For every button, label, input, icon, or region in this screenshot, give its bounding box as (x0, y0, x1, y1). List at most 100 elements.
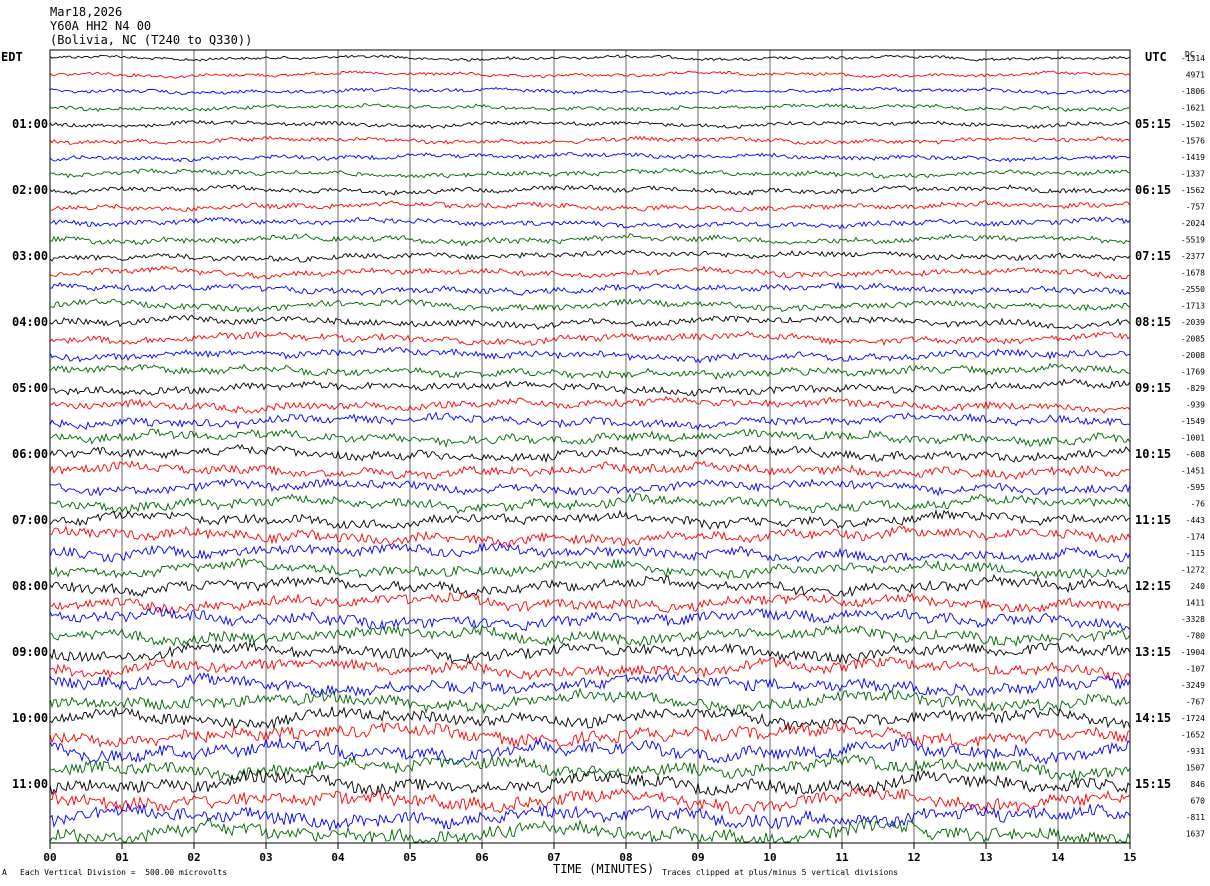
edt-time-label: 06:00 (12, 447, 48, 461)
trace-line (49, 656, 1131, 682)
edt-time-label: 08:00 (12, 579, 48, 593)
x-tick-label: 09 (691, 851, 704, 864)
edt-time-label: 04:00 (12, 315, 48, 329)
trace-line (49, 249, 1131, 263)
corner-mark: A (2, 868, 7, 877)
dc-offset-value: -1621 (1181, 104, 1205, 113)
dc-offset-value: 846 (1191, 780, 1206, 789)
dc-offset-value: -811 (1186, 813, 1205, 822)
trace-line (49, 330, 1131, 347)
x-tick-label: 10 (763, 851, 776, 864)
utc-label: UTC (1145, 50, 1167, 64)
time-labels: 01:00 02:00 03:00 04:00 05:00 06:00 07:00 08:00… (12, 117, 1171, 791)
dc-offset-value: -608 (1186, 450, 1205, 459)
trace-line (49, 640, 1131, 665)
dc-offset-value: -1502 (1181, 120, 1205, 129)
dc-offset-value: 240 (1191, 582, 1206, 591)
x-tick-label: 05 (403, 851, 416, 864)
trace-line (49, 508, 1131, 531)
seismic-traces (49, 54, 1131, 844)
dc-offset-value: -2085 (1181, 335, 1205, 344)
plot-frame (49, 49, 1131, 844)
utc-time-label: 08:15 (1135, 315, 1171, 329)
utc-time-label: 10:15 (1135, 447, 1171, 461)
dc-offset-value: -1713 (1181, 302, 1205, 311)
x-axis-title: TIME (MINUTES) (553, 862, 655, 876)
x-tick-label: 15 (1123, 851, 1136, 864)
edt-time-label: 07:00 (12, 513, 48, 527)
trace-line (49, 70, 1131, 79)
dc-offset-value: 1507 (1186, 764, 1205, 773)
utc-time-label: 06:15 (1135, 183, 1171, 197)
dc-offset-value: -1451 (1181, 467, 1205, 476)
chart-location: (Bolivia, NC (T240 to Q330)) (50, 33, 253, 47)
dc-offset-value: -443 (1186, 516, 1205, 525)
dc-offset-value: -1314 (1181, 54, 1205, 63)
trace-line (49, 493, 1131, 515)
dc-offset-value: -107 (1186, 665, 1205, 674)
dc-offset-value: -1549 (1181, 417, 1205, 426)
x-tick-label: 07 (547, 851, 560, 864)
x-tick-label: 11 (835, 851, 849, 864)
trace-line (49, 314, 1131, 330)
dc-offset-value: 670 (1191, 797, 1206, 806)
edt-time-label: 10:00 (12, 711, 48, 725)
dc-offset-value: -3249 (1181, 681, 1205, 690)
dc-offset-value: -757 (1186, 203, 1205, 212)
trace-line (49, 817, 1131, 844)
x-axis-ticks: 00 01 02 03 04 05 06 07 08 09 10 11 12 13 14 15 (43, 843, 1137, 864)
x-tick-label: 00 (43, 851, 56, 864)
x-tick-label: 01 (115, 851, 129, 864)
dc-offset-value: 1411 (1186, 599, 1205, 608)
chart-grid (49, 49, 1131, 844)
dc-offset-value: -2024 (1181, 219, 1205, 228)
dc-offset-value: -780 (1186, 632, 1205, 641)
edt-time-label: 05:00 (12, 381, 48, 395)
trace-line (49, 606, 1131, 632)
trace-line (49, 477, 1131, 497)
dc-offset-value: 4971 (1186, 71, 1205, 80)
utc-time-label: 13:15 (1135, 645, 1171, 659)
utc-time-label: 09:15 (1135, 381, 1171, 395)
trace-line (49, 428, 1131, 448)
edt-time-label: 09:00 (12, 645, 48, 659)
dc-offset-value: -939 (1186, 401, 1205, 410)
trace-line (49, 541, 1131, 563)
trace-line (49, 737, 1131, 766)
utc-time-label: 12:15 (1135, 579, 1171, 593)
dc-offset-value: -115 (1186, 549, 1205, 558)
chart-station: Y60A HH2 N4 00 (50, 19, 152, 33)
dc-offset-value: -2039 (1181, 318, 1205, 327)
trace-line (49, 86, 1131, 96)
trace-line (49, 591, 1131, 614)
trace-line (49, 233, 1131, 247)
trace-line (49, 443, 1131, 464)
edt-time-label: 01:00 (12, 117, 48, 131)
x-tick-label: 06 (475, 851, 489, 864)
dc-offset-value: -931 (1186, 747, 1205, 756)
utc-time-label: 05:15 (1135, 117, 1171, 131)
dc-offset-value: -3328 (1181, 615, 1205, 624)
utc-time-label: 15:15 (1135, 777, 1171, 791)
trace-line (49, 706, 1131, 732)
dc-offset-value: -595 (1186, 483, 1205, 492)
trace-line (49, 460, 1130, 480)
utc-time-label: 14:15 (1135, 711, 1171, 725)
x-tick-label: 08 (619, 851, 632, 864)
dc-offset-value: -1337 (1181, 170, 1205, 179)
trace-line (49, 411, 1131, 431)
trace-line (49, 119, 1131, 130)
dc-offset-value: -1904 (1181, 648, 1205, 657)
trace-line (49, 525, 1131, 549)
trace-line (49, 152, 1131, 163)
dc-offset-value: -1576 (1181, 137, 1205, 146)
utc-time-label: 07:15 (1135, 249, 1171, 263)
dc-offset-value: -2008 (1181, 351, 1205, 360)
edt-label: EDT (1, 50, 23, 64)
dc-offset-labels: -1314 4971 -1806 -1621 -1502 -1576 -1419 -1337 -… (1181, 54, 1205, 839)
dc-offset-value: -5519 (1181, 236, 1205, 245)
x-tick-label: 12 (907, 851, 920, 864)
trace-line (49, 624, 1131, 648)
x-tick-label: 14 (1051, 851, 1065, 864)
